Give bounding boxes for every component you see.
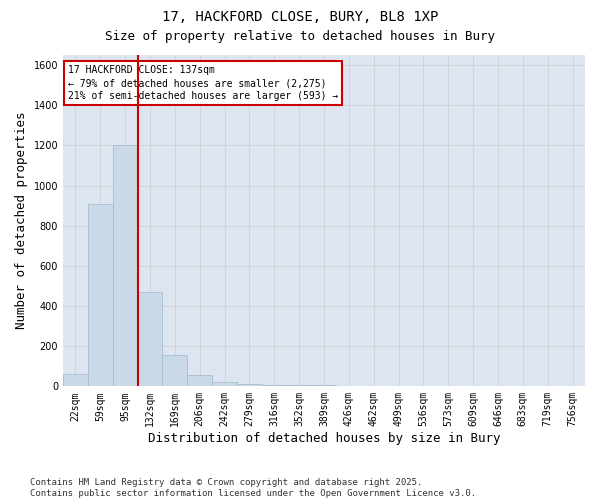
Bar — [237, 384, 262, 386]
Bar — [137, 292, 163, 386]
Text: Contains HM Land Registry data © Crown copyright and database right 2025.
Contai: Contains HM Land Registry data © Crown c… — [30, 478, 476, 498]
Text: Size of property relative to detached houses in Bury: Size of property relative to detached ho… — [105, 30, 495, 43]
X-axis label: Distribution of detached houses by size in Bury: Distribution of detached houses by size … — [148, 432, 500, 445]
Bar — [187, 376, 212, 386]
Text: 17, HACKFORD CLOSE, BURY, BL8 1XP: 17, HACKFORD CLOSE, BURY, BL8 1XP — [162, 10, 438, 24]
Bar — [163, 355, 187, 386]
Bar — [113, 146, 137, 386]
Bar — [212, 382, 237, 386]
Bar — [63, 374, 88, 386]
Y-axis label: Number of detached properties: Number of detached properties — [15, 112, 28, 330]
Bar — [88, 204, 113, 386]
Text: 17 HACKFORD CLOSE: 137sqm
← 79% of detached houses are smaller (2,275)
21% of se: 17 HACKFORD CLOSE: 137sqm ← 79% of detac… — [68, 65, 338, 102]
Bar — [311, 384, 337, 386]
